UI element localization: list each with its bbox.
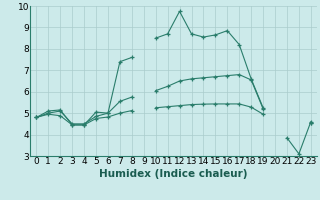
X-axis label: Humidex (Indice chaleur): Humidex (Indice chaleur) (99, 169, 248, 179)
